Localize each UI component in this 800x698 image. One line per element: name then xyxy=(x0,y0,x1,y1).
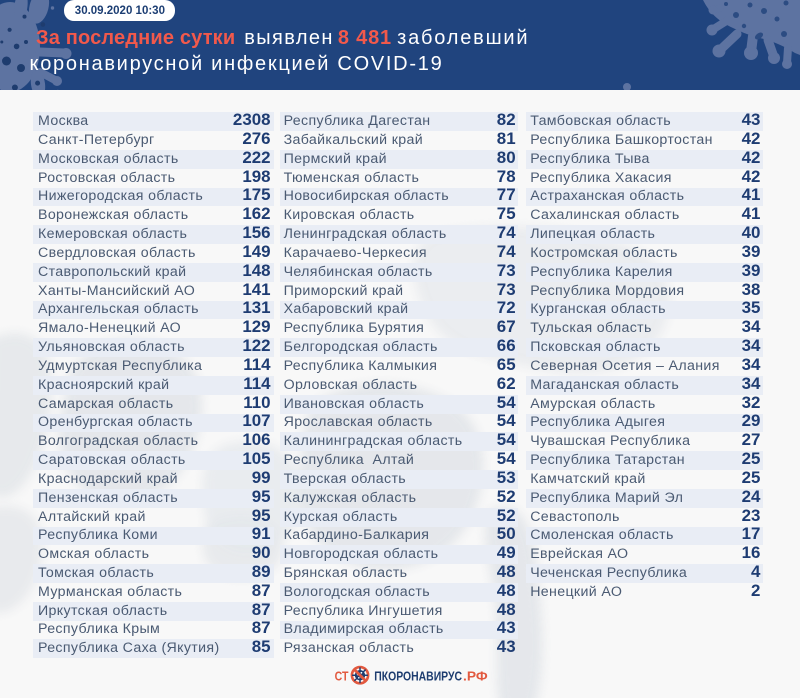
svg-text:СТ: СТ xyxy=(335,668,349,683)
svg-text:ПКОРОНАВИРУС: ПКОРОНАВИРУС xyxy=(374,668,462,683)
svg-text:.РФ: .РФ xyxy=(463,668,488,683)
